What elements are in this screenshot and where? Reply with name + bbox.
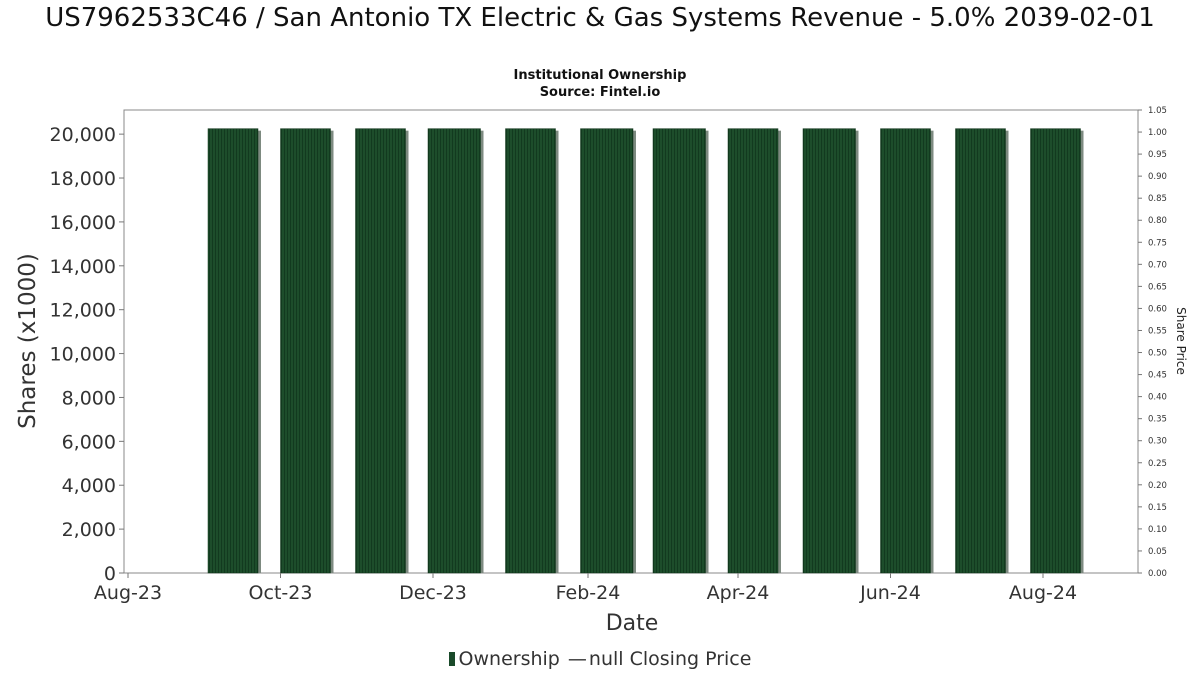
y-tick-label: 0 <box>104 563 116 585</box>
ownership-legend-swatch <box>448 652 455 666</box>
ownership-bar <box>207 128 259 574</box>
y2-tick-label: 0.40 <box>1148 393 1167 403</box>
y2-tick-label: 0.30 <box>1148 437 1167 447</box>
y2-tick-label: 0.45 <box>1148 371 1167 381</box>
y-tick-label: 14,000 <box>50 256 116 278</box>
y2-tick-label: 0.10 <box>1148 525 1167 535</box>
x-tick-label: Jun-24 <box>859 582 921 604</box>
chart-title: US7962533C46 / San Antonio TX Electric &… <box>45 3 1155 33</box>
ownership-bar <box>880 128 931 574</box>
ownership-bar <box>652 128 706 574</box>
x-tick-label: Apr-24 <box>707 582 770 604</box>
ownership-bar <box>280 128 331 574</box>
ownership-bar <box>580 128 634 574</box>
y2-tick-label: 0.50 <box>1148 349 1167 359</box>
y-tick-label: 2,000 <box>62 519 116 541</box>
ownership-bar <box>1030 128 1081 574</box>
y2-tick-label: 0.70 <box>1148 260 1167 270</box>
y-tick-label: 4,000 <box>62 475 116 497</box>
y2-tick-label: 0.35 <box>1148 415 1167 425</box>
y-tick-label: 18,000 <box>50 168 116 190</box>
ownership-chart: 0 2,000 4,000 6,000 8,000 10,000 12,000 14,000 1… <box>15 106 1188 636</box>
y2-tick-label: 0.90 <box>1148 172 1167 182</box>
y2-tick-label: 0.20 <box>1148 481 1167 491</box>
chart-source: Source: Fintel.io <box>539 85 661 100</box>
y-axis-label: Shares (x1000) <box>15 253 41 429</box>
legend-closing-price: null Closing Price <box>588 648 752 670</box>
y2-tick-label: 0.55 <box>1148 326 1167 336</box>
y2-tick-label: 0.65 <box>1148 282 1167 292</box>
ownership-bar <box>427 128 481 574</box>
chart-legend: Ownership — null Closing Price <box>0 648 1200 670</box>
y2-tick-label: 0.00 <box>1148 569 1167 579</box>
ownership-bar <box>505 128 556 574</box>
x-tick-label: Dec-23 <box>399 582 467 604</box>
x-tick-label: Aug-23 <box>94 582 162 604</box>
y2-tick-label: 1.05 <box>1148 106 1167 116</box>
y2-tick-label: 0.75 <box>1148 238 1167 248</box>
y2-axis-label: Share Price <box>1174 307 1188 375</box>
ownership-bar <box>727 128 779 574</box>
y2-tick-label: 0.25 <box>1148 459 1167 469</box>
y-tick-label: 20,000 <box>50 124 116 146</box>
chart-subtitle: Institutional Ownership <box>513 68 687 83</box>
legend-ownership: Ownership <box>458 648 560 670</box>
y-tick-label: 6,000 <box>62 431 116 453</box>
closing-price-legend-line: — <box>567 648 587 670</box>
y-tick-label: 12,000 <box>50 300 116 322</box>
y2-tick-label: 0.15 <box>1148 503 1167 513</box>
y2-tick-label: 0.80 <box>1148 216 1167 226</box>
x-axis-label: Date <box>606 611 659 636</box>
ownership-bar <box>355 128 406 574</box>
x-tick-label: Oct-23 <box>249 582 313 604</box>
y2-tick-label: 0.60 <box>1148 304 1167 314</box>
y-tick-label: 10,000 <box>50 344 116 366</box>
y-tick-label: 16,000 <box>50 212 116 234</box>
y-tick-label: 8,000 <box>62 387 116 409</box>
y2-tick-label: 0.85 <box>1148 194 1167 204</box>
y2-tick-label: 0.05 <box>1148 547 1167 557</box>
y2-tick-label: 1.00 <box>1148 128 1167 138</box>
ownership-bar <box>802 128 856 574</box>
y2-tick-label: 0.95 <box>1148 150 1167 160</box>
x-tick-label: Aug-24 <box>1009 582 1077 604</box>
ownership-bar <box>955 128 1006 574</box>
x-tick-label: Feb-24 <box>556 582 621 604</box>
